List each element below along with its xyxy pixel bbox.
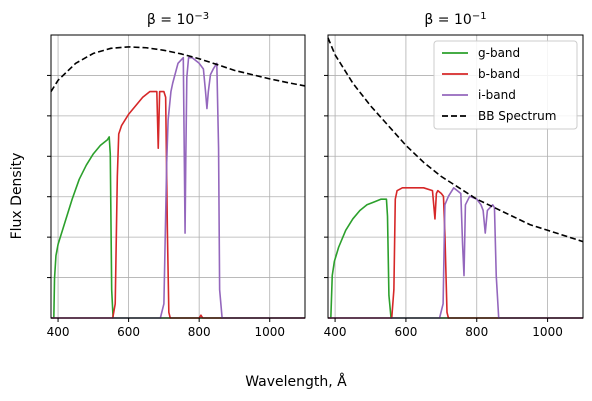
series-line-b-band xyxy=(328,187,583,319)
series-line-bb-spectrum xyxy=(327,37,584,243)
right-panel-title: β = 10−1 xyxy=(424,11,486,29)
left-panel-grid xyxy=(51,35,305,318)
legend-box xyxy=(433,40,578,130)
series-line-i-band xyxy=(328,187,583,319)
left-panel-frame xyxy=(50,34,306,319)
left-panel-ticks: 400 600 800 1000 xyxy=(47,74,285,339)
legend-label: BB Spectrum xyxy=(478,109,556,123)
x-tick-label: 600 xyxy=(394,325,417,339)
series-line-g-band xyxy=(51,136,305,319)
x-tick-label: 1000 xyxy=(254,325,285,339)
x-tick-label: 800 xyxy=(465,325,488,339)
right-panel-ticks: 400 600 800 1000 xyxy=(324,74,563,339)
series-line-i-band xyxy=(51,56,305,319)
series-line-g-band xyxy=(328,198,583,319)
right-panel-title-exponent: −1 xyxy=(472,11,487,22)
y-axis-label: Flux Density xyxy=(9,153,25,240)
left-panel-title: β = 10−3 xyxy=(147,11,209,29)
x-tick-label: 800 xyxy=(188,325,211,339)
x-axis-label: Wavelength, Å xyxy=(245,373,347,390)
legend-label: g-band xyxy=(478,46,520,60)
legend: g-band b-band i-band BB Spectrum xyxy=(433,40,578,130)
left-panel-title-exponent: −3 xyxy=(194,11,209,22)
right-panel-series xyxy=(327,37,584,319)
right-panel-title-base: β = 10 xyxy=(424,12,471,28)
series-line-bb-spectrum xyxy=(50,46,306,93)
x-tick-label: 600 xyxy=(117,325,140,339)
legend-label: b-band xyxy=(478,67,520,81)
left-panel: 400 600 800 1000 β = 10−3 xyxy=(47,11,306,339)
left-panel-title-base: β = 10 xyxy=(147,12,194,28)
right-panel-frame xyxy=(327,34,584,319)
legend-label: i-band xyxy=(478,88,516,102)
series-line-b-band xyxy=(51,90,305,319)
x-tick-label: 400 xyxy=(47,325,70,339)
x-tick-label: 1000 xyxy=(532,325,563,339)
x-tick-label: 400 xyxy=(324,325,347,339)
